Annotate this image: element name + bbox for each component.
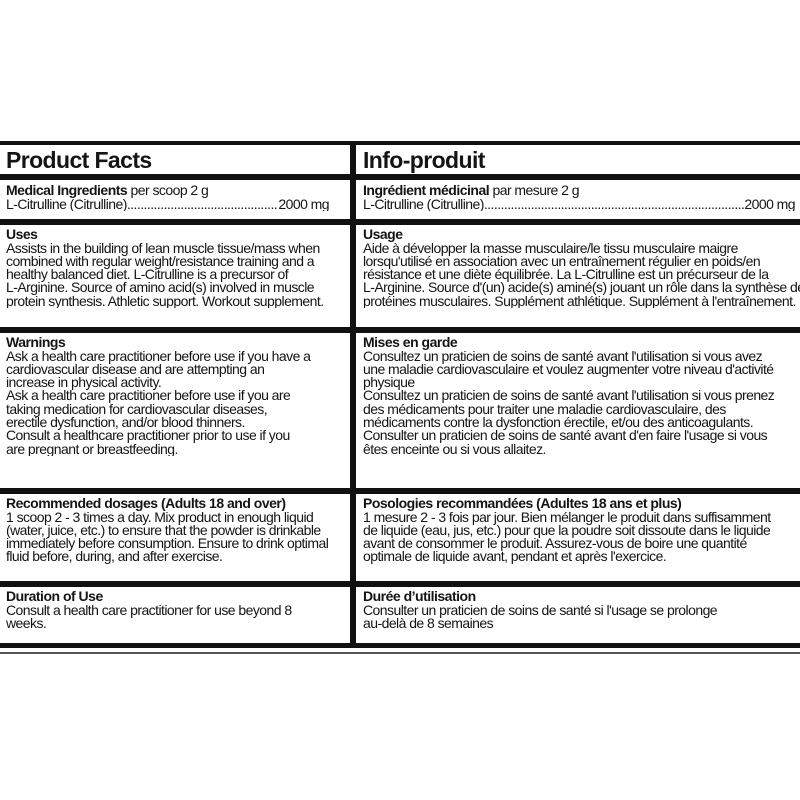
text-line: weeks. — [6, 614, 47, 631]
divider — [0, 174, 800, 180]
ingredients-fr: Ingrédient médicinal par mesure 2 g L-Ci… — [363, 184, 800, 211]
warnings-fr: Mises en garde Consultez un praticien de … — [363, 336, 800, 456]
ingredient-name: L-Citrulline (Citrulline) — [363, 195, 484, 211]
dosage-heading: Posologies recommandées (Adultes 18 ans … — [363, 497, 682, 511]
ingredient-amount: 2000 mg — [744, 195, 795, 211]
text-line: combined with regular weight/resistance … — [6, 252, 315, 269]
text-line: Consult a healthcare practitioner prior … — [6, 427, 290, 444]
text-line: cardiovascular disease and are attemptin… — [6, 360, 265, 377]
divider — [0, 581, 800, 587]
text-line: Ask a health care practitioner before us… — [6, 347, 311, 364]
text-line: médicaments contre la dysfonction érecti… — [363, 413, 754, 430]
text-line: lorsqu'utilisé en association avec un en… — [363, 252, 761, 269]
text-line: L-Arginine. Source of amino acid(s) invo… — [6, 279, 315, 296]
dosage-fr: Posologies recommandées (Adultes 18 ans … — [363, 497, 800, 564]
text-line: Aide à développer la masse musculaire/le… — [363, 239, 738, 256]
title-en: Product Facts — [6, 147, 152, 173]
ingredient-name: L-Citrulline (Citrulline) — [6, 195, 127, 211]
duration-heading: Duration of Use — [6, 590, 103, 604]
divider — [0, 327, 800, 333]
text-line: des médicaments pour traiter une maladie… — [363, 400, 726, 417]
text-line: êtes enceinte ou si vous allaitez. — [363, 440, 546, 456]
text-line: avant de consommer le produit. Assurez-v… — [363, 535, 747, 552]
divider — [0, 219, 800, 225]
text-line: une maladie cardiovasculaire et voulez a… — [363, 360, 774, 377]
warnings-heading: Warnings — [6, 336, 66, 350]
text-line: Consulter un praticien de soins de santé… — [363, 601, 718, 618]
ingredients-heading: Medical Ingredients — [6, 184, 128, 198]
text-line: healthy balanced diet. L-Citrulline is a… — [6, 266, 289, 283]
uses-fr: Usage Aide à développer la masse musculai… — [363, 228, 800, 308]
text-line: are pregnant or breastfeeding. — [6, 440, 178, 456]
text-line: protein synthesis. Athletic support. Wor… — [6, 292, 324, 308]
divider — [0, 643, 800, 648]
text-line: Consult a health care practitioner for u… — [6, 601, 292, 618]
text-line: (water, juice, etc.) to ensure that the … — [6, 521, 321, 538]
title-fr: Info-produit — [363, 147, 485, 173]
ingredients-per: per scoop 2 g — [127, 184, 209, 198]
duration-fr: Durée d’utilisation Consulter un praticie… — [363, 590, 800, 630]
product-facts-label — [0, 141, 800, 648]
text-line: Assists in the building of lean muscle t… — [6, 239, 320, 256]
text-line: Consultez un praticien de soins de santé… — [363, 387, 775, 404]
ingredient-amount: 2000 mg — [278, 195, 329, 211]
text-line: Ask a health care practitioner before us… — [6, 387, 291, 404]
text-line: increase in physical activity. — [6, 374, 162, 391]
text-line: 1 scoop 2 - 3 times a day. Mix product i… — [6, 508, 314, 525]
text-line: protéines musculaires. Supplément athlét… — [363, 292, 796, 308]
divider — [0, 652, 800, 654]
text-line: fluid before, during, and after exercise… — [6, 548, 223, 564]
dosage-en: Recommended dosages (Adults 18 and over)… — [6, 497, 346, 564]
text-line: L-Arginine. Source d'(un) acide(s) aminé… — [363, 279, 800, 296]
ingredients-en: Medical Ingredients per scoop 2 g L-Citr… — [6, 184, 346, 211]
duration-en: Duration of Use Consult a health care pra… — [6, 590, 346, 630]
text-line: Consultez un praticien de soins de santé… — [363, 347, 763, 364]
column-divider — [350, 141, 356, 648]
warnings-heading: Mises en garde — [363, 336, 458, 350]
uses-heading: Uses — [6, 228, 38, 242]
text-line: Consulter un praticien de soins de santé… — [363, 427, 768, 444]
duration-heading: Durée d’utilisation — [363, 590, 476, 604]
text-line: optimale de liquide avant, pendant et ap… — [363, 548, 667, 564]
text-line: erectile dysfunction, and/or blood thinn… — [6, 413, 245, 430]
text-line: de liquide (eau, jus, etc.) pour que la … — [363, 521, 771, 538]
divider — [0, 488, 800, 494]
text-line: au-delà de 8 semaines — [363, 614, 494, 631]
ingredients-per: par mesure 2 g — [489, 184, 579, 198]
text-line: immediately before consumption. Ensure t… — [6, 535, 329, 552]
dosage-heading: Recommended dosages (Adults 18 and over) — [6, 497, 286, 511]
text-line: taking medication for cardiovascular dis… — [6, 400, 268, 417]
text-line: résistance et une diète équilibrée. La L… — [363, 266, 769, 283]
uses-en: Uses Assists in the building of lean musc… — [6, 228, 346, 308]
divider — [0, 141, 800, 145]
text-line: 1 mesure 2 - 3 fois par jour. Bien mélan… — [363, 508, 771, 525]
uses-heading: Usage — [363, 228, 403, 242]
warnings-en: Warnings Ask a health care practitioner b… — [6, 336, 346, 456]
text-line: physique — [363, 374, 415, 391]
ingredients-heading: Ingrédient médicinal — [363, 184, 490, 198]
